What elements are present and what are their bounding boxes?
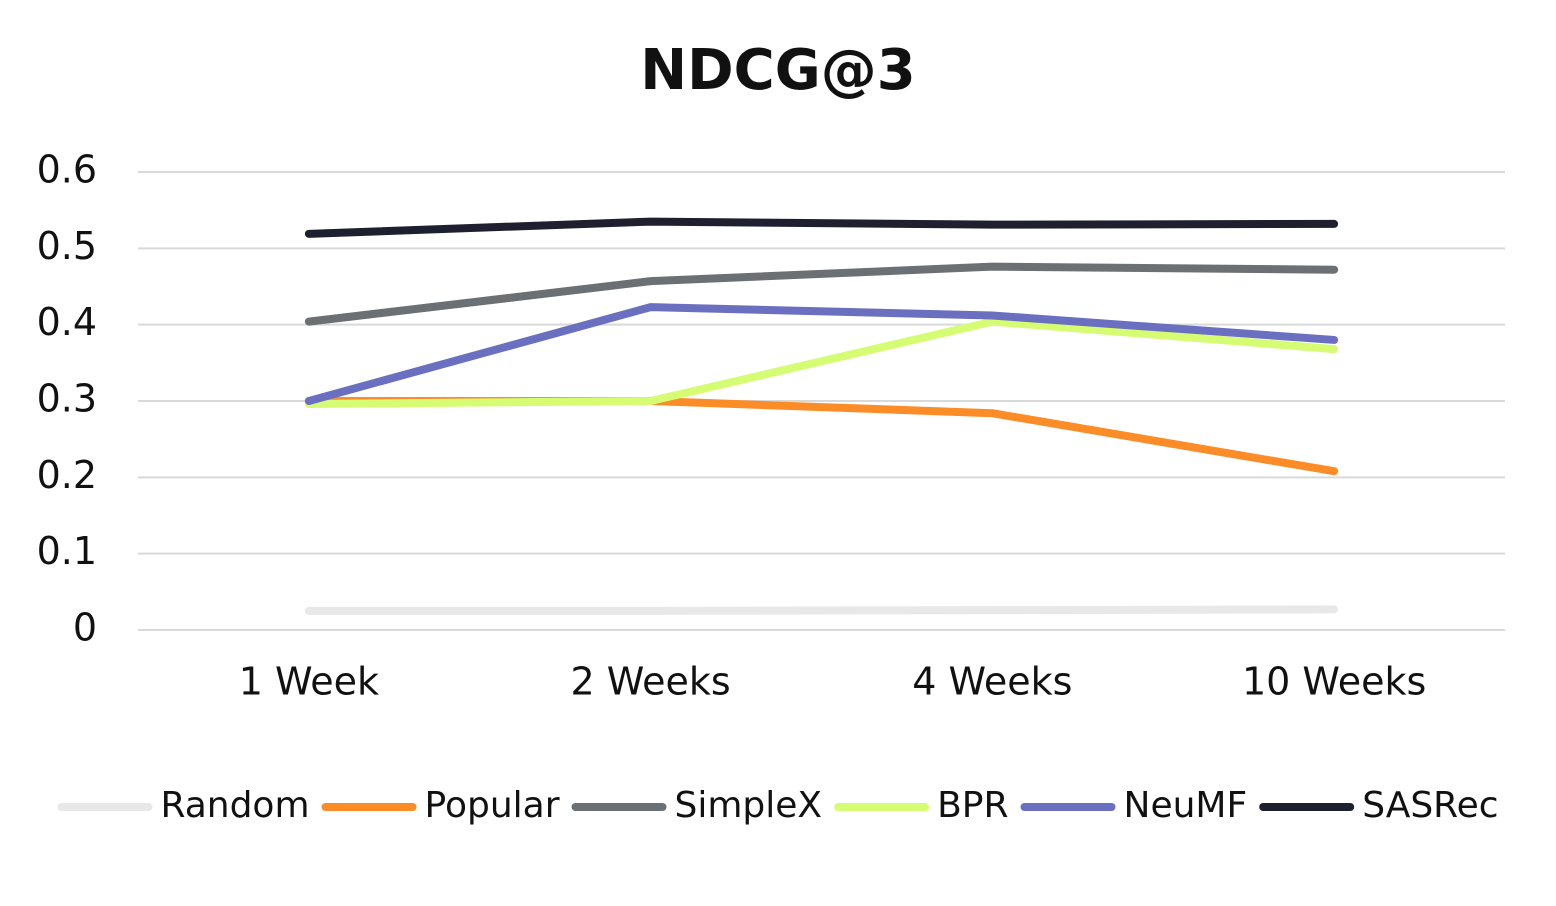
legend-label: BPR (937, 785, 1008, 826)
series-line (304, 605, 1339, 615)
legend-label: SimpleX (675, 785, 823, 826)
x-tick-label: 1 Week (239, 660, 379, 704)
legend-label: Popular (425, 785, 560, 826)
x-tick-label: 2 Weeks (571, 660, 731, 704)
x-tick-label: 4 Weeks (912, 660, 1072, 704)
series-line (304, 397, 1339, 476)
y-tick-label: 0.2 (37, 453, 97, 497)
y-tick-label: 0.6 (37, 148, 97, 192)
series-line (304, 217, 1339, 238)
y-tick-label: 0.1 (37, 529, 97, 573)
y-tick-label: 0.3 (37, 377, 97, 421)
chart-title: NDCG@3 (640, 38, 915, 103)
y-tick-label: 0 (73, 606, 97, 650)
legend-label: SASRec (1362, 785, 1498, 826)
y-tick-label: 0.4 (37, 300, 97, 344)
series-line (304, 262, 1339, 326)
legend-label: Random (160, 785, 309, 826)
x-tick-label: 10 Weeks (1242, 660, 1426, 704)
legend-label: NeuMF (1124, 785, 1248, 826)
y-tick-label: 0.5 (37, 224, 97, 268)
series-line (304, 317, 1339, 409)
series-line (304, 303, 1339, 405)
